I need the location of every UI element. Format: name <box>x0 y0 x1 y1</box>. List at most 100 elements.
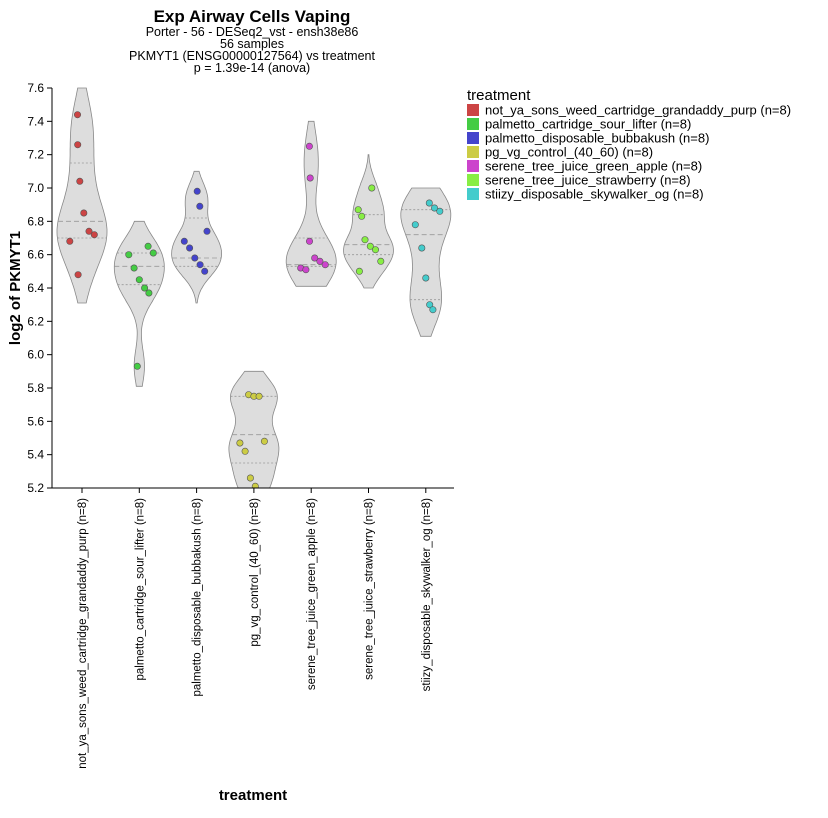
data-point <box>130 264 138 272</box>
data-point <box>74 141 82 149</box>
data-point <box>321 261 329 269</box>
data-point <box>186 244 194 252</box>
chart-subtitle-3: PKMYT1 (ENSG00000127564) vs treatment <box>129 49 375 63</box>
x-axis-title: treatment <box>219 787 287 804</box>
axes: 5.2 5.4 5.6 5.8 6.0 6.2 6.4 6.6 6.8 7.0 7.2 7.4 7.6 n… <box>27 81 454 769</box>
data-point <box>180 237 188 245</box>
data-point <box>193 187 201 195</box>
data-point <box>133 362 141 370</box>
legend: not_ya_sons_weed_cartridge_grandaddy_pur… <box>467 103 791 202</box>
y-axis-title: log2 of PKMYT1 <box>7 231 24 345</box>
y-tick-label: 6.6 <box>27 248 44 262</box>
x-tick-label: pg_vg_control_(40_60) (n=8) <box>249 498 261 647</box>
y-tick-label: 5.6 <box>27 414 44 428</box>
data-point <box>66 237 74 245</box>
legend-label: palmetto_cartridge_sour_lifter (n=8) <box>485 117 691 132</box>
legend-swatch <box>467 132 479 144</box>
data-point <box>260 437 268 445</box>
legend-label: pg_vg_control_(40_60) (n=8) <box>485 145 653 160</box>
violin-shape <box>56 87 108 304</box>
legend-swatch <box>467 188 479 200</box>
data-point <box>355 267 363 275</box>
data-point <box>196 261 204 269</box>
data-point <box>368 184 376 192</box>
y-tick-label: 6.4 <box>27 281 44 295</box>
data-point <box>418 244 426 252</box>
data-point <box>311 254 319 262</box>
data-point <box>191 254 199 262</box>
data-point <box>251 482 259 488</box>
data-point <box>255 392 263 400</box>
violin-shape <box>113 220 165 387</box>
x-tick-label: palmetto_disposable_bubbakush (n=8) <box>192 498 204 697</box>
data-points <box>66 111 444 488</box>
legend-label: stiizy_disposable_skywalker_og (n=8) <box>485 187 704 202</box>
data-point <box>426 301 434 309</box>
y-tick-label: 6.2 <box>27 314 44 328</box>
data-point <box>377 257 385 265</box>
data-point <box>141 284 149 292</box>
data-point <box>305 142 313 150</box>
data-point <box>361 236 369 244</box>
data-point <box>196 202 204 210</box>
violin-shape <box>228 370 280 488</box>
chart-title: Exp Airway Cells Vaping <box>154 7 351 26</box>
data-point <box>203 227 211 235</box>
data-point <box>366 242 374 250</box>
data-point <box>125 251 133 259</box>
x-tick-label: serene_tree_juice_green_apple (n=8) <box>306 498 318 690</box>
data-point <box>80 209 88 217</box>
data-point <box>316 257 324 265</box>
y-tick-label: 7.4 <box>27 114 44 128</box>
x-tick-label: not_ya_sons_weed_cartridge_grandaddy_pur… <box>77 498 89 769</box>
legend-label: serene_tree_juice_strawberry (n=8) <box>485 173 691 188</box>
violin-shape <box>285 120 337 287</box>
legend-swatch <box>467 146 479 158</box>
data-point <box>246 474 254 482</box>
x-tick-label: stiizy_disposable_skywalker_og (n=8) <box>421 498 433 692</box>
chart-subtitle-1: Porter - 56 - DESeq2_vst - ensh38e86 <box>146 25 359 39</box>
data-point <box>236 439 244 447</box>
data-point <box>241 447 249 455</box>
data-point <box>430 204 438 212</box>
y-tick-label: 7.2 <box>27 148 44 162</box>
legend-label: not_ya_sons_weed_cartridge_grandaddy_pur… <box>485 103 791 118</box>
x-tick-label: palmetto_cartridge_sour_lifter (n=8) <box>134 498 146 681</box>
legend-swatch <box>467 160 479 172</box>
data-point <box>411 221 419 229</box>
data-point <box>429 306 437 314</box>
data-point <box>90 231 98 239</box>
y-tick-label: 6.8 <box>27 214 44 228</box>
chart-subtitle-4: p = 1.39e-14 (anova) <box>194 61 310 75</box>
legend-swatch <box>467 174 479 186</box>
y-tick-label: 6.0 <box>27 348 44 362</box>
legend-label: serene_tree_juice_green_apple (n=8) <box>485 159 702 174</box>
violin-shape <box>343 154 394 289</box>
data-point <box>201 267 209 275</box>
chart-subtitle-2: 56 samples <box>220 37 284 51</box>
legend-swatch <box>467 104 479 116</box>
data-point <box>135 276 143 284</box>
data-point <box>305 237 313 245</box>
data-point <box>74 271 82 279</box>
legend-label: palmetto_disposable_bubbakush (n=8) <box>485 131 709 146</box>
data-point <box>306 174 314 182</box>
data-point <box>302 266 310 274</box>
y-tick-label: 5.4 <box>27 448 44 462</box>
violins <box>56 87 452 488</box>
legend-swatch <box>467 118 479 130</box>
violin-shape <box>171 170 223 304</box>
violin-shape <box>400 187 452 337</box>
data-point <box>144 242 152 250</box>
data-point <box>358 212 366 220</box>
data-point <box>74 111 82 119</box>
legend-title: treatment <box>467 87 531 104</box>
data-point <box>149 249 157 257</box>
data-point <box>422 274 430 282</box>
data-point <box>425 199 433 207</box>
y-tick-label: 5.2 <box>27 481 44 495</box>
data-point <box>436 207 444 215</box>
y-tick-label: 5.8 <box>27 381 44 395</box>
data-point <box>354 206 362 214</box>
